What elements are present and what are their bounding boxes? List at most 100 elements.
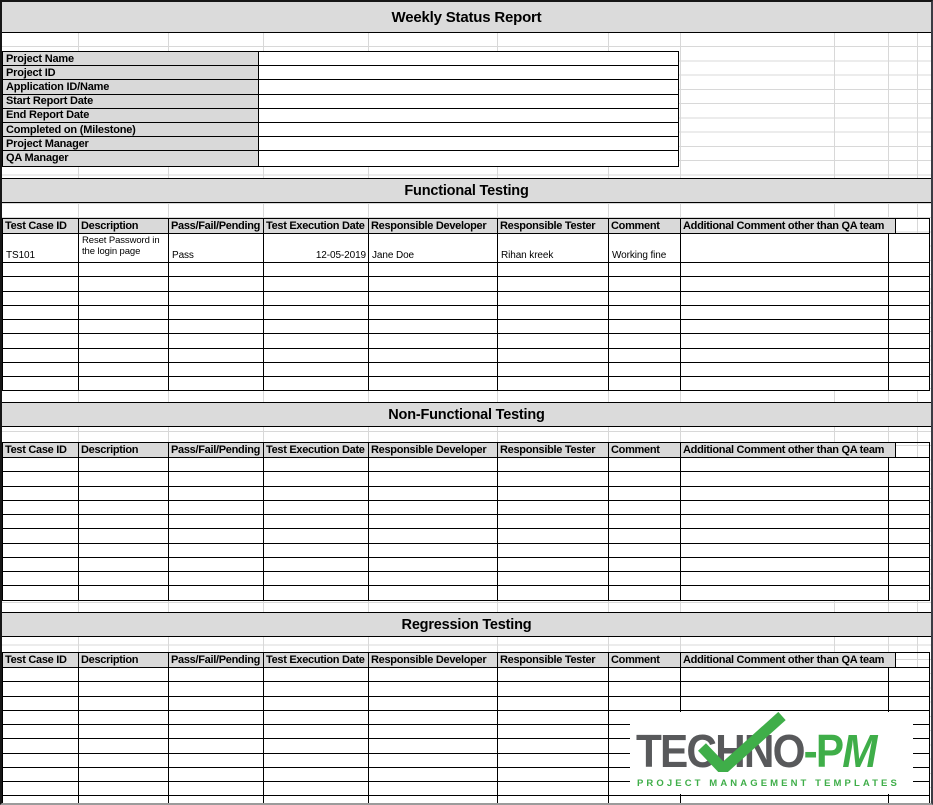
cell-comment-empty[interactable] <box>609 472 681 487</box>
cell-test-case-id-empty[interactable] <box>3 572 79 587</box>
cell-execution-date-empty[interactable] <box>264 557 369 572</box>
cell-tester-empty[interactable] <box>498 348 609 363</box>
cell-execution-date[interactable]: 12-05-2019 <box>264 234 369 263</box>
cell-tester-empty[interactable] <box>498 486 609 501</box>
cell-status-empty[interactable] <box>169 277 264 292</box>
cell-developer-empty[interactable] <box>369 486 498 501</box>
cell-tester-empty[interactable] <box>498 472 609 487</box>
cell-status-empty[interactable] <box>169 362 264 377</box>
cell-execution-date-empty[interactable] <box>264 362 369 377</box>
cell-execution-date-empty[interactable] <box>264 696 369 711</box>
cell-description-empty[interactable] <box>79 796 169 803</box>
cell-test-case-id-empty[interactable] <box>3 486 79 501</box>
cell-test-case-id-empty[interactable] <box>3 557 79 572</box>
cell-description-empty[interactable] <box>79 682 169 697</box>
cell-tester-empty[interactable] <box>498 710 609 725</box>
cell-description-empty[interactable] <box>79 767 169 782</box>
cell-description-empty[interactable] <box>79 725 169 740</box>
cell-comment-empty[interactable] <box>609 543 681 558</box>
cell-description-empty[interactable] <box>79 710 169 725</box>
cell-additional-comment-empty[interactable] <box>681 458 889 473</box>
project-value-cell[interactable] <box>259 122 678 138</box>
cell-developer-empty[interactable] <box>369 782 498 797</box>
cell-additional-comment[interactable] <box>681 234 889 263</box>
cell-test-case-id-empty[interactable] <box>3 305 79 320</box>
cell-test-case-id-empty[interactable] <box>3 500 79 515</box>
cell-execution-date-empty[interactable] <box>264 486 369 501</box>
cell-status-empty[interactable] <box>169 557 264 572</box>
cell-status[interactable]: Pass <box>169 234 264 263</box>
cell-execution-date-empty[interactable] <box>264 377 369 392</box>
cell-test-case-id-empty[interactable] <box>3 377 79 392</box>
cell-additional-comment-empty[interactable] <box>681 472 889 487</box>
cell-description-empty[interactable] <box>79 500 169 515</box>
cell-status-empty[interactable] <box>169 320 264 335</box>
cell-description-empty[interactable] <box>79 529 169 544</box>
cell-developer-empty[interactable] <box>369 263 498 278</box>
cell-execution-date-empty[interactable] <box>264 586 369 601</box>
cell-status-empty[interactable] <box>169 377 264 392</box>
cell-comment-empty[interactable] <box>609 682 681 697</box>
cell-tester-empty[interactable] <box>498 753 609 768</box>
cell-status-empty[interactable] <box>169 305 264 320</box>
cell-tester-empty[interactable] <box>498 543 609 558</box>
cell-test-case-id-empty[interactable] <box>3 739 79 754</box>
cell-description-empty[interactable] <box>79 782 169 797</box>
cell-additional-comment-empty[interactable] <box>681 696 889 711</box>
cell-test-case-id-empty[interactable] <box>3 529 79 544</box>
cell-developer-empty[interactable] <box>369 458 498 473</box>
cell-tester-empty[interactable] <box>498 305 609 320</box>
cell-comment-empty[interactable] <box>609 305 681 320</box>
cell-description-empty[interactable] <box>79 572 169 587</box>
project-value-cell[interactable] <box>259 66 678 81</box>
cell-description-empty[interactable] <box>79 263 169 278</box>
cell-developer-empty[interactable] <box>369 515 498 530</box>
cell-status-empty[interactable] <box>169 767 264 782</box>
cell-tester-empty[interactable] <box>498 377 609 392</box>
cell-tester-empty[interactable] <box>498 586 609 601</box>
cell-additional-comment-empty[interactable] <box>681 529 889 544</box>
cell-description-empty[interactable] <box>79 557 169 572</box>
cell-status-empty[interactable] <box>169 334 264 349</box>
cell-tester[interactable]: Rihan kreek <box>498 234 609 263</box>
cell-test-case-id-empty[interactable] <box>3 753 79 768</box>
cell-execution-date-empty[interactable] <box>264 782 369 797</box>
cell-developer[interactable]: Jane Doe <box>369 234 498 263</box>
cell-tester-empty[interactable] <box>498 572 609 587</box>
cell-test-case-id-empty[interactable] <box>3 586 79 601</box>
cell-description-empty[interactable] <box>79 515 169 530</box>
cell-tester-empty[interactable] <box>498 796 609 803</box>
cell-test-case-id-empty[interactable] <box>3 782 79 797</box>
cell-developer-empty[interactable] <box>369 305 498 320</box>
cell-tester-empty[interactable] <box>498 767 609 782</box>
cell-execution-date-empty[interactable] <box>264 725 369 740</box>
cell-developer-empty[interactable] <box>369 291 498 306</box>
cell-comment-empty[interactable] <box>609 348 681 363</box>
cell-description-empty[interactable] <box>79 348 169 363</box>
cell-additional-comment-empty[interactable] <box>681 377 889 392</box>
cell-test-case-id-empty[interactable] <box>3 362 79 377</box>
cell-developer-empty[interactable] <box>369 586 498 601</box>
cell-status-empty[interactable] <box>169 710 264 725</box>
cell-execution-date-empty[interactable] <box>264 472 369 487</box>
cell-description-empty[interactable] <box>79 277 169 292</box>
cell-developer-empty[interactable] <box>369 277 498 292</box>
cell-status-empty[interactable] <box>169 668 264 683</box>
cell-developer-empty[interactable] <box>369 682 498 697</box>
cell-comment-empty[interactable] <box>609 586 681 601</box>
cell-execution-date-empty[interactable] <box>264 515 369 530</box>
cell-test-case-id-empty[interactable] <box>3 472 79 487</box>
cell-test-case-id-empty[interactable] <box>3 515 79 530</box>
cell-developer-empty[interactable] <box>369 377 498 392</box>
cell-description-empty[interactable] <box>79 458 169 473</box>
cell-comment-empty[interactable] <box>609 572 681 587</box>
cell-status-empty[interactable] <box>169 515 264 530</box>
cell-additional-comment-empty[interactable] <box>681 543 889 558</box>
cell-tester-empty[interactable] <box>498 362 609 377</box>
cell-execution-date-empty[interactable] <box>264 529 369 544</box>
cell-tester-empty[interactable] <box>498 696 609 711</box>
cell-status-empty[interactable] <box>169 753 264 768</box>
cell-additional-comment-empty[interactable] <box>681 557 889 572</box>
cell-execution-date-empty[interactable] <box>264 305 369 320</box>
cell-developer-empty[interactable] <box>369 725 498 740</box>
